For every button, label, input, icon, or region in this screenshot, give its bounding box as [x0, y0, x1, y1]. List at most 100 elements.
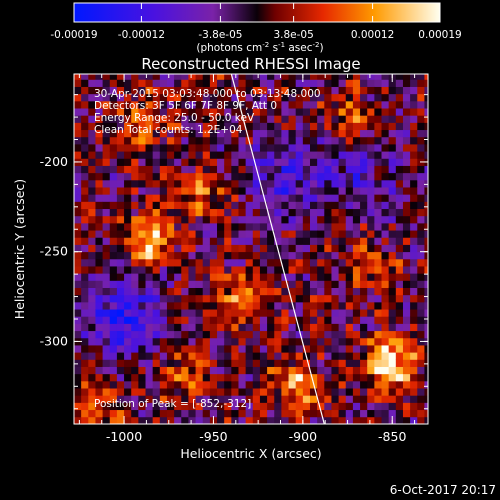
- heatmap-cell: [152, 187, 161, 195]
- heatmap-cell: [102, 215, 111, 224]
- heatmap-cell: [209, 108, 218, 116]
- heatmap-cell: [352, 194, 361, 202]
- heatmap-cell: [360, 337, 368, 346]
- heatmap-cell: [259, 266, 268, 274]
- heatmap-cell: [238, 129, 247, 138]
- heatmap-cell: [395, 280, 404, 288]
- heatmap-cell: [281, 345, 289, 353]
- heatmap-cell: [145, 244, 154, 253]
- heatmap-cell: [202, 115, 211, 123]
- heatmap-cell: [202, 74, 211, 80]
- heatmap-cell: [410, 380, 418, 389]
- heatmap-cell: [188, 222, 196, 231]
- heatmap-cell: [152, 416, 161, 424]
- heatmap-cell: [274, 388, 282, 396]
- heatmap-cell: [281, 416, 289, 424]
- heatmap-cell: [195, 301, 204, 310]
- heatmap-cell: [195, 79, 204, 87]
- heatmap-cell: [238, 402, 247, 411]
- heatmap-cell: [267, 251, 275, 260]
- heatmap-cell: [259, 373, 268, 382]
- heatmap-cell: [324, 359, 332, 367]
- heatmap-cell: [209, 301, 218, 310]
- heatmap-cell: [288, 237, 297, 245]
- heatmap-cell: [302, 144, 311, 152]
- heatmap-cell: [217, 359, 225, 367]
- heatmap-cell: [288, 258, 297, 267]
- heatmap-cell: [209, 359, 218, 367]
- heatmap-cell: [252, 208, 261, 217]
- heatmap-cell: [188, 359, 196, 367]
- heatmap-cell: [88, 316, 96, 324]
- heatmap-cell: [224, 373, 232, 382]
- heatmap-cell: [388, 373, 397, 382]
- heatmap-cell: [124, 100, 132, 109]
- heatmap-cell: [145, 100, 154, 109]
- heatmap-cell: [259, 74, 268, 80]
- heatmap-cell: [410, 244, 418, 253]
- heatmap-cell: [181, 373, 189, 382]
- heatmap-cell: [345, 294, 354, 303]
- heatmap-cell: [131, 402, 139, 411]
- heatmap-cell: [302, 301, 311, 310]
- heatmap-cell: [295, 309, 304, 317]
- heatmap-cell: [238, 165, 247, 174]
- heatmap-cell: [374, 108, 382, 116]
- heatmap-cell: [152, 215, 161, 224]
- heatmap-cell: [295, 366, 304, 375]
- heatmap-cell: [259, 179, 268, 188]
- heatmap-cell: [395, 251, 404, 260]
- heatmap-cell: [238, 409, 247, 418]
- heatmap-cell: [95, 373, 104, 382]
- heatmap-cell: [388, 244, 397, 253]
- heatmap-cell: [174, 359, 182, 367]
- heatmap-cell: [288, 100, 297, 109]
- heatmap-cell: [116, 187, 125, 195]
- heatmap-cell: [288, 266, 297, 274]
- heatmap-cell: [324, 74, 332, 80]
- heatmap-cell: [188, 316, 196, 324]
- heatmap-cell: [267, 187, 275, 195]
- heatmap-cell: [267, 309, 275, 317]
- heatmap-cell: [166, 187, 175, 195]
- heatmap-cell: [195, 287, 204, 296]
- heatmap-cell: [159, 136, 168, 145]
- heatmap-cell: [352, 237, 361, 245]
- heatmap-cell: [331, 330, 340, 339]
- heatmap-cell: [74, 208, 82, 217]
- heatmap-cell: [245, 345, 254, 353]
- heatmap-cell: [302, 244, 311, 253]
- heatmap-cell: [231, 280, 239, 288]
- heatmap-cell: [395, 187, 404, 195]
- heatmap-cell: [338, 409, 347, 418]
- heatmap-cell: [310, 416, 318, 424]
- heatmap-cell: [288, 187, 297, 195]
- heatmap-cell: [159, 165, 168, 174]
- heatmap-cell: [374, 366, 382, 375]
- heatmap-cell: [116, 323, 125, 332]
- heatmap-cell: [202, 287, 211, 296]
- heatmap-cell: [324, 301, 332, 310]
- heatmap-cell: [238, 144, 247, 152]
- heatmap-cell: [424, 151, 428, 159]
- heatmap-cell: [402, 179, 411, 188]
- heatmap-cell: [159, 359, 168, 367]
- heatmap-cell: [267, 165, 275, 174]
- image-area: [74, 74, 428, 424]
- heatmap-cell: [281, 359, 289, 367]
- heatmap-cell: [310, 309, 318, 317]
- heatmap-cell: [231, 208, 239, 217]
- heatmap-cell: [374, 388, 382, 396]
- heatmap-cell: [181, 187, 189, 195]
- heatmap-cell: [224, 230, 232, 238]
- heatmap-cell: [195, 323, 204, 332]
- heatmap-cell: [267, 151, 275, 159]
- heatmap-cell: [352, 179, 361, 188]
- heatmap-cell: [152, 100, 161, 109]
- heatmap-cell: [88, 251, 96, 260]
- heatmap-cell: [360, 108, 368, 116]
- heatmap-cell: [224, 122, 232, 131]
- heatmap-cell: [174, 345, 182, 353]
- heatmap-cell: [245, 237, 254, 245]
- heatmap-cell: [131, 201, 139, 210]
